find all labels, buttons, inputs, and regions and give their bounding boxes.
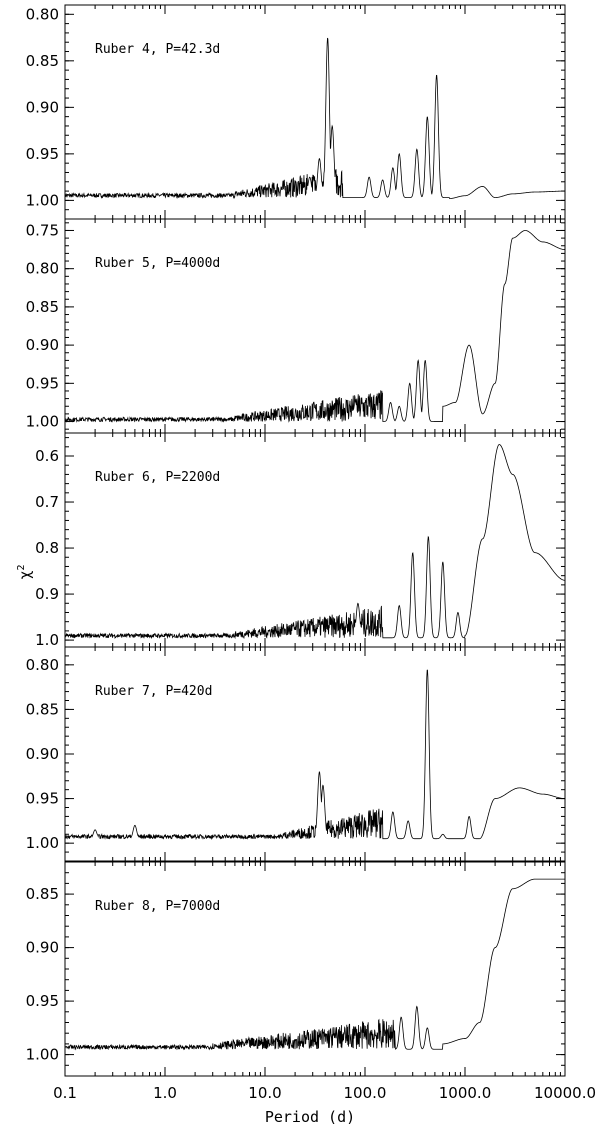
panel-annotation: Ruber 4, P=42.3d: [95, 42, 220, 57]
y-tick-label: 0.95: [26, 790, 59, 808]
y-tick-label: 1.0: [35, 631, 59, 649]
y-tick-label: 0.85: [26, 700, 59, 718]
panel-2: 0.75 0.80 0.85 0.90 0.95 1.00 Ruber 5, P=4000d: [26, 218, 566, 434]
y-tick-label: 1.00: [26, 834, 59, 852]
panel-1: 0.80 0.85 0.90 0.95 1.00 Ruber 4, P=42.3d: [26, 4, 566, 220]
y-axis-title: χ2: [16, 564, 34, 579]
y-tick-label: 0.95: [26, 374, 59, 392]
y-tick-label: 0.85: [26, 885, 59, 903]
y-tick-label: 0.90: [26, 336, 59, 354]
chi2-series-line: [64, 878, 565, 1051]
panel-4: 0.80 0.85 0.90 0.95 1.00 Ruber 7, P=420d: [26, 646, 566, 862]
y-tick-label: 1.00: [26, 191, 59, 209]
y-tick-label: 0.80: [26, 5, 59, 23]
x-tick-label: 1000.0: [439, 1084, 492, 1102]
chi2-series-line: [64, 444, 566, 640]
y-tick-label: 0.85: [26, 298, 59, 316]
y-tick-label: 0.80: [26, 260, 59, 278]
y-tick-label: 0.85: [26, 52, 59, 70]
y-tick-label: 0.9: [35, 585, 59, 603]
y-tick-label: 0.90: [26, 745, 59, 763]
panel-5: 0.85 0.90 0.95 1.00 Ruber 8, P=7000d: [26, 861, 566, 1077]
y-tick-label: 0.90: [26, 98, 59, 116]
x-tick-label: 100.0: [344, 1084, 387, 1102]
panels-group: 0.80 0.85 0.90 0.95 1.00 Ruber 4, P=42.3d 0.75…: [26, 4, 596, 1102]
y-tick-label: 0.95: [26, 992, 59, 1010]
y-axis-title-sup: 2: [16, 564, 27, 570]
y-tick-label: 0.90: [26, 939, 59, 957]
y-tick-label: 1.00: [26, 413, 59, 431]
y-tick-label: 1.00: [26, 1046, 59, 1064]
panel-annotation: Ruber 7, P=420d: [95, 684, 212, 699]
panel-frame: [64, 218, 566, 434]
y-tick-label: 0.8: [35, 539, 59, 557]
panel-annotation: Ruber 5, P=4000d: [95, 256, 220, 271]
panel-frame: [64, 432, 566, 648]
y-tick-label: 0.7: [35, 493, 59, 511]
x-tick-label: 1.0: [153, 1084, 177, 1102]
panel-annotation: Ruber 8, P=7000d: [95, 899, 220, 914]
chi2-series-line: [64, 37, 565, 199]
x-axis-title: Period (d): [265, 1108, 355, 1126]
y-tick-label: 0.95: [26, 145, 59, 163]
chi2-series-line: [64, 669, 565, 841]
chi2-series-line: [64, 230, 565, 423]
x-tick-label: 0.1: [53, 1084, 77, 1102]
y-tick-label: 0.6: [35, 447, 59, 465]
x-tick-label: 10.0: [248, 1084, 281, 1102]
panel-annotation: Ruber 6, P=2200d: [95, 470, 220, 485]
y-tick-label: 0.80: [26, 656, 59, 674]
y-tick-label: 0.75: [26, 221, 59, 239]
panel-3: 0.6 0.7 0.8 0.9 1.0 Ruber 6, P=2200d: [35, 432, 566, 649]
x-tick-label: 10000.0: [534, 1084, 596, 1102]
